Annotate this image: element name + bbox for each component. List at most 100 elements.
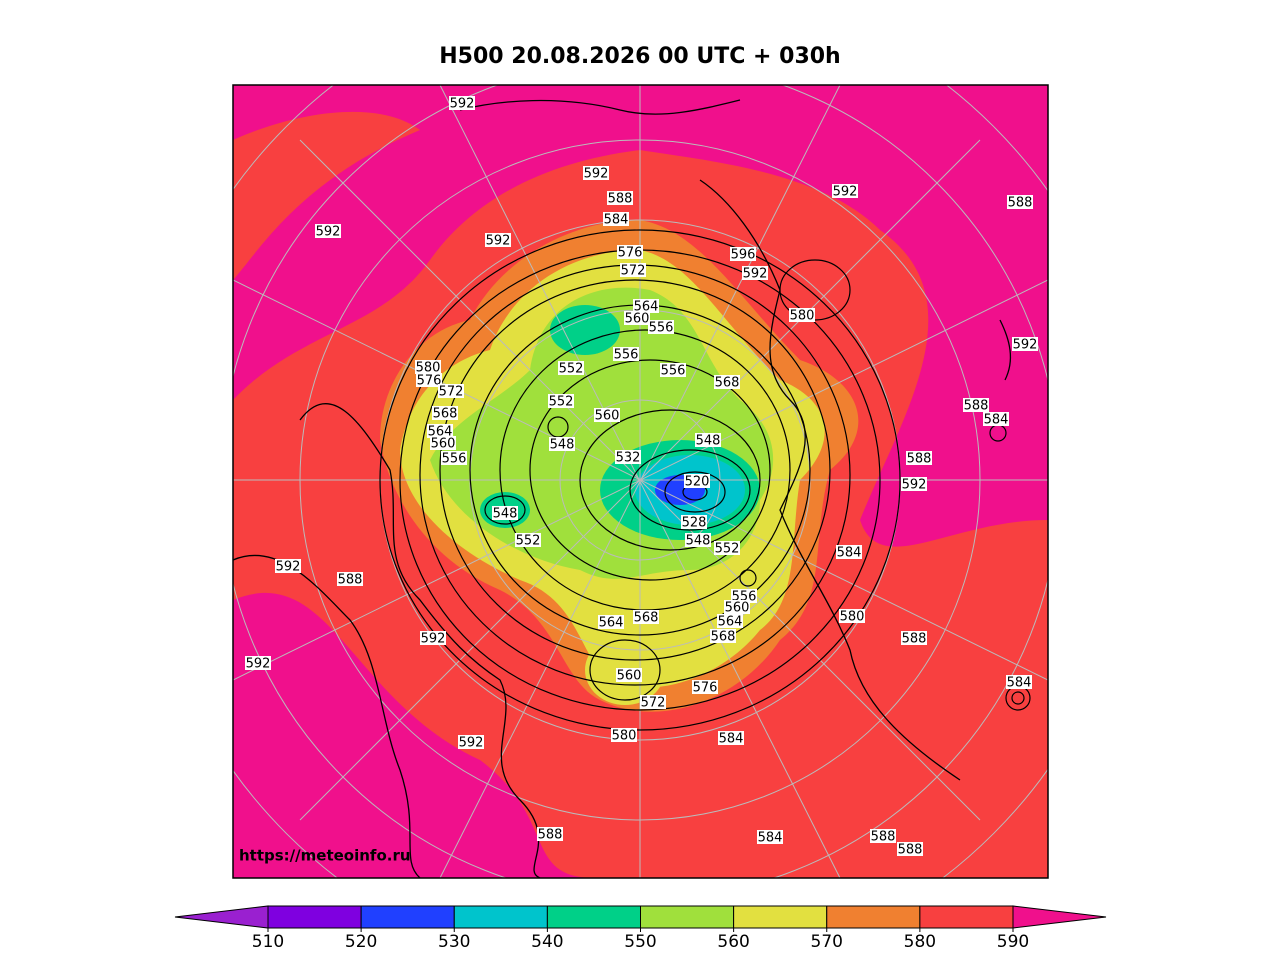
contour-label: 580 xyxy=(612,729,637,744)
contour-label: 592 xyxy=(246,657,271,672)
contour-label: 588 xyxy=(964,399,989,414)
contour-label-bg xyxy=(901,477,927,491)
contour-label-bg xyxy=(598,615,624,629)
contour-label: 592 xyxy=(486,234,511,249)
contour-label: 584 xyxy=(758,831,783,846)
watermark: https://meteoinfo.ru xyxy=(239,847,411,865)
contour-label-bg xyxy=(983,412,1009,426)
contour-label-bg xyxy=(624,311,650,325)
contour-label-bg xyxy=(449,96,475,110)
colorbar-tick-label: 510 xyxy=(252,932,284,952)
contour-label: 556 xyxy=(442,452,467,467)
contour-label-bg xyxy=(1006,675,1032,689)
contour-label: 592 xyxy=(459,736,484,751)
contour-label: 588 xyxy=(608,192,633,207)
contour-label: 560 xyxy=(625,312,650,327)
contour-label-bg xyxy=(681,515,707,529)
contour-label-bg xyxy=(839,609,865,623)
contour-label: 592 xyxy=(833,185,858,200)
contour-label-bg xyxy=(458,735,484,749)
contour-label: 556 xyxy=(649,321,674,336)
contour-label-bg xyxy=(432,406,458,420)
contour-label: 592 xyxy=(450,97,475,112)
contour-label: 592 xyxy=(316,225,341,240)
contour-label-bg xyxy=(648,320,674,334)
contour-label: 588 xyxy=(898,843,923,858)
colorbar-tick-label: 540 xyxy=(531,932,563,952)
contour-label: 560 xyxy=(595,409,620,424)
contour-label: 568 xyxy=(433,407,458,422)
contour-label: 576 xyxy=(417,374,442,389)
colorbar-tick-label: 580 xyxy=(904,932,936,952)
contour-label: 588 xyxy=(538,828,563,843)
contour-label-bg xyxy=(789,308,815,322)
contour-label-bg xyxy=(718,731,744,745)
contour-label: 564 xyxy=(634,300,659,315)
contour-label: 576 xyxy=(618,246,643,261)
contour-label: 568 xyxy=(711,630,736,645)
contour-label: 552 xyxy=(559,362,584,377)
colorbar-segment xyxy=(919,905,1014,929)
contour-label: 552 xyxy=(715,542,740,557)
contour-label: 564 xyxy=(718,615,743,630)
map-frame xyxy=(232,84,1049,879)
contour-label: 584 xyxy=(984,413,1009,428)
colorbar-segment xyxy=(267,905,362,929)
map xyxy=(233,85,1048,878)
contour-label: 560 xyxy=(725,601,750,616)
contour-label-bg xyxy=(420,631,446,645)
contour-label: 564 xyxy=(599,616,624,631)
colorbar-tick-label: 560 xyxy=(717,932,749,952)
contour-label-bg xyxy=(695,433,721,447)
contour-label: 560 xyxy=(617,669,642,684)
contour-label-bg xyxy=(714,541,740,555)
contour-label-bg xyxy=(615,450,641,464)
contour-label-bg xyxy=(315,224,341,238)
contour-label-bg xyxy=(441,451,467,465)
contour-label: 588 xyxy=(1008,196,1033,211)
contour-label: 548 xyxy=(550,438,575,453)
contour-label: 592 xyxy=(421,632,446,647)
contour-label-bg xyxy=(633,299,659,313)
contour-label-bg xyxy=(757,830,783,844)
contour-label: 560 xyxy=(431,437,456,452)
contour-label-bg xyxy=(731,589,757,603)
contour-label: 548 xyxy=(493,507,518,522)
contour-label: 584 xyxy=(837,546,862,561)
contour-label-bg xyxy=(416,373,442,387)
contour-label: 588 xyxy=(871,830,896,845)
contour-label: 568 xyxy=(634,611,659,626)
contour-label-bg xyxy=(275,559,301,573)
contour-label-bg xyxy=(485,233,511,247)
contour-label: 588 xyxy=(902,632,927,647)
contour-label: 592 xyxy=(902,478,927,493)
contour-label: 588 xyxy=(338,573,363,588)
contour-label-bg xyxy=(515,533,541,547)
contour-label-bg xyxy=(613,347,639,361)
contour-label: 592 xyxy=(1013,338,1038,353)
contour-label-bg xyxy=(1012,337,1038,351)
colorbar-under xyxy=(174,905,269,929)
contour-label-bg xyxy=(832,184,858,198)
contour-label-bg xyxy=(742,266,768,280)
contour-label-bg xyxy=(549,437,575,451)
contour-label-bg xyxy=(717,614,743,628)
contour-label-bg xyxy=(836,545,862,559)
contour-label: 548 xyxy=(696,434,721,449)
contour-label: 556 xyxy=(661,364,686,379)
contour-label-bg xyxy=(685,533,711,547)
contour-label-bg xyxy=(617,245,643,259)
region-540 xyxy=(550,305,620,355)
contour-label-bg xyxy=(415,360,441,374)
contour-label-bg xyxy=(714,375,740,389)
contour-label-bg xyxy=(611,728,637,742)
contour-label: 592 xyxy=(743,267,768,282)
contour-label-bg xyxy=(963,398,989,412)
contour-label-bg xyxy=(548,394,574,408)
contour-label: 528 xyxy=(682,516,707,531)
contour-label: 564 xyxy=(428,425,453,440)
contour-label-bg xyxy=(603,212,629,226)
colorbar-segment xyxy=(640,905,735,929)
colorbar-tick-label: 550 xyxy=(624,932,656,952)
